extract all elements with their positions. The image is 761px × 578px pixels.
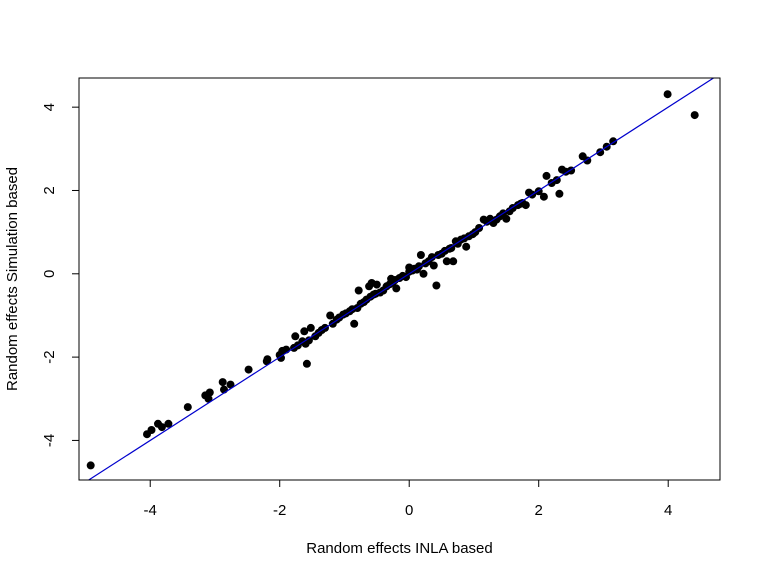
data-point-6 [183,403,192,412]
data-point-8 [205,388,214,397]
data-point-71 [419,269,428,278]
data-point-52 [372,280,381,289]
x-axis: -4 -2 0 2 4 [144,479,672,519]
x-tick-label: 4 [664,502,672,519]
data-point-33 [326,311,335,320]
data-point-0 [86,461,95,470]
points-layer [86,90,699,470]
data-point-22 [291,332,300,341]
data-point-70 [416,251,425,259]
reference-line [88,77,714,481]
data-point-17 [277,353,285,362]
x-tick-label: -2 [273,502,286,519]
y-tick-label: -4 [41,434,58,447]
data-point-60 [392,284,401,293]
data-point-111 [542,171,551,180]
data-point-5 [164,419,173,428]
data-point-88 [462,242,471,251]
data-point-2 [147,426,156,434]
data-point-13 [244,365,253,374]
data-point-4 [157,423,166,432]
data-point-80 [442,257,451,266]
data-point-10 [218,378,227,387]
data-point-15 [263,355,272,364]
y-tick-label: 2 [41,186,58,194]
y-tick-label: -2 [41,350,58,363]
x-tick-label: -4 [144,502,157,519]
data-point-75 [429,261,438,270]
data-point-9 [204,394,213,403]
data-point-106 [521,201,530,210]
x-axis-label: Random effects INLA based [306,540,493,557]
data-point-114 [555,189,564,198]
reference-line-layer [88,77,714,481]
x-tick-label: 0 [405,502,413,519]
y-tick-label: 0 [41,270,58,278]
data-point-28 [304,336,313,345]
data-point-24 [300,327,309,336]
data-point-124 [690,111,699,120]
data-point-27 [306,323,315,332]
data-point-76 [432,281,441,290]
data-point-41 [350,319,359,328]
data-point-123 [663,90,672,99]
data-point-26 [302,359,311,368]
data-point-74 [427,253,436,262]
y-tick-label: 4 [41,103,58,111]
y-axis-label: Random effects Simulation based [4,167,21,391]
data-point-12 [226,380,235,389]
data-point-110 [539,192,548,201]
y-axis: -4 -2 0 2 4 [41,103,80,447]
data-point-83 [449,257,458,266]
data-point-44 [354,286,363,295]
data-point-100 [502,214,511,223]
x-tick-label: 2 [535,502,543,519]
